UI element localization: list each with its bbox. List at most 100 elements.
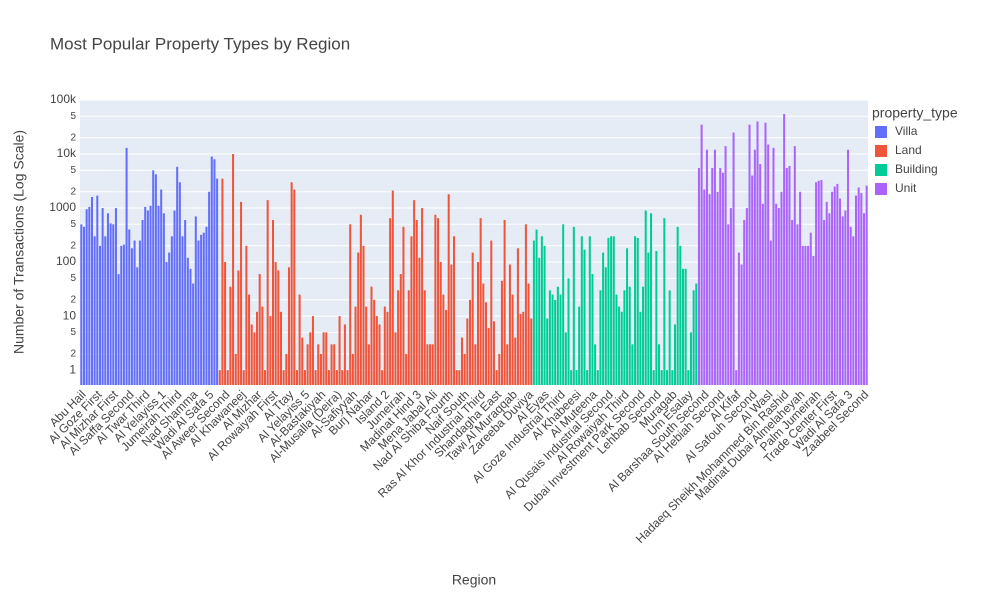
- bar: [839, 198, 842, 385]
- bar: [407, 290, 410, 385]
- legend-item[interactable]: Villa: [875, 124, 918, 138]
- bar: [745, 208, 748, 385]
- bar: [508, 264, 511, 385]
- bar: [253, 332, 256, 385]
- bar: [162, 213, 165, 385]
- bar: [399, 274, 402, 385]
- bar: [764, 122, 767, 386]
- bar: [743, 220, 746, 385]
- bar: [676, 226, 679, 385]
- legend-item[interactable]: Land: [875, 143, 922, 157]
- bar: [216, 178, 219, 385]
- bar: [229, 286, 232, 385]
- bar: [479, 218, 482, 385]
- bar: [144, 206, 147, 385]
- bar: [849, 226, 852, 385]
- bar: [314, 370, 317, 385]
- bar: [713, 149, 716, 385]
- legend-label: Villa: [895, 124, 918, 138]
- bar: [439, 262, 442, 385]
- bar: [445, 309, 448, 385]
- legend-item[interactable]: Building: [875, 162, 938, 176]
- y-tick-label: 5: [70, 165, 76, 176]
- bar: [551, 294, 554, 385]
- bar: [812, 255, 815, 385]
- bar: [588, 236, 591, 385]
- bar: [200, 234, 203, 385]
- bar: [264, 370, 267, 385]
- bar: [351, 353, 354, 385]
- bar: [122, 244, 125, 385]
- bar: [559, 294, 562, 385]
- bar: [583, 249, 586, 385]
- bar: [146, 210, 149, 385]
- bar: [820, 180, 823, 385]
- bar: [777, 208, 780, 385]
- bar: [373, 299, 376, 385]
- legend-label: Unit: [895, 181, 917, 195]
- bar: [389, 218, 392, 385]
- y-tick-label: 5: [70, 327, 76, 338]
- bar: [125, 147, 128, 385]
- y-tick-label: 100: [56, 254, 76, 268]
- legend-swatch: [875, 183, 887, 195]
- bar: [141, 220, 144, 385]
- bar: [88, 206, 91, 385]
- bar: [333, 344, 336, 385]
- bar: [697, 168, 700, 385]
- bar: [245, 245, 248, 385]
- bar: [378, 324, 381, 385]
- bar: [232, 154, 235, 385]
- bar: [93, 236, 96, 385]
- bar: [242, 370, 245, 385]
- y-tick-label: 10k: [57, 146, 77, 160]
- bar: [138, 240, 141, 385]
- y-tick-label: 2: [70, 132, 76, 143]
- bar: [256, 311, 259, 385]
- bar: [189, 268, 192, 385]
- bar: [735, 370, 738, 385]
- bar: [580, 236, 583, 385]
- bar: [476, 262, 480, 385]
- bar: [570, 370, 573, 385]
- y-tick-label: 2: [70, 294, 76, 305]
- bar: [490, 240, 493, 385]
- bar: [85, 209, 88, 385]
- bar: [461, 337, 464, 385]
- bar: [756, 121, 759, 385]
- bar: [282, 370, 285, 385]
- bar: [240, 201, 243, 385]
- bar: [429, 344, 432, 385]
- bar: [285, 353, 288, 385]
- bar: [80, 224, 83, 385]
- bar: [386, 311, 389, 385]
- bar: [724, 146, 727, 385]
- bar: [266, 200, 269, 385]
- bar: [157, 205, 160, 385]
- bar: [543, 245, 546, 385]
- bar: [862, 213, 866, 385]
- legend-item[interactable]: Unit: [875, 181, 917, 195]
- bar: [737, 252, 740, 385]
- bar: [258, 274, 261, 385]
- bar: [165, 262, 168, 385]
- bar: [546, 318, 549, 385]
- chart-title: Most Popular Property Types by Region: [50, 34, 350, 53]
- bar: [732, 132, 735, 385]
- bar: [383, 306, 386, 385]
- bar: [437, 218, 440, 385]
- bar: [104, 236, 107, 385]
- bar: [269, 316, 272, 385]
- bar: [277, 270, 280, 385]
- bar: [599, 290, 602, 385]
- bar: [173, 210, 176, 385]
- bar: [237, 270, 240, 385]
- bar: [825, 201, 828, 385]
- bar: [354, 306, 357, 385]
- bar: [679, 245, 682, 385]
- y-tick-label: 2: [70, 348, 76, 359]
- bar: [631, 344, 634, 385]
- bar: [610, 236, 613, 385]
- bar: [647, 252, 650, 385]
